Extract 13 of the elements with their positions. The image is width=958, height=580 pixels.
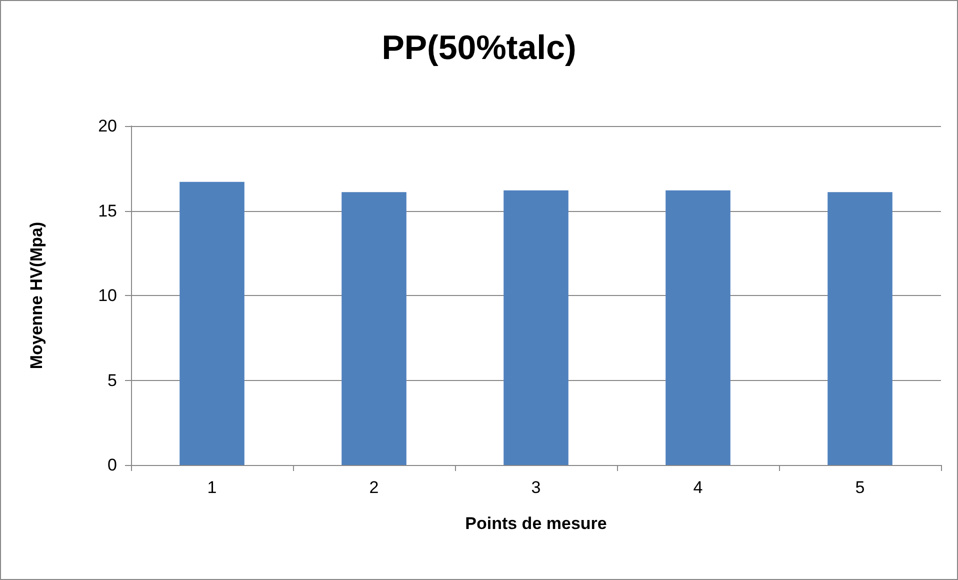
x-axis-title: Points de mesure (465, 514, 607, 533)
x-tick-label: 3 (531, 478, 541, 497)
x-tick-label: 4 (693, 478, 703, 497)
y-tick-label: 0 (108, 456, 117, 474)
x-tick-label: 5 (855, 478, 865, 497)
y-tick-label: 5 (108, 370, 117, 390)
y-tick-label: 10 (98, 286, 117, 305)
chart-title: PP(50%talc) (382, 29, 576, 67)
x-tick-label: 1 (207, 478, 217, 497)
y-tick-label: 20 (98, 116, 117, 136)
y-tick-label: 15 (98, 201, 117, 220)
y-axis-title: Moyenne HV(Mpa) (27, 222, 46, 370)
x-tick-label: 2 (369, 478, 379, 497)
